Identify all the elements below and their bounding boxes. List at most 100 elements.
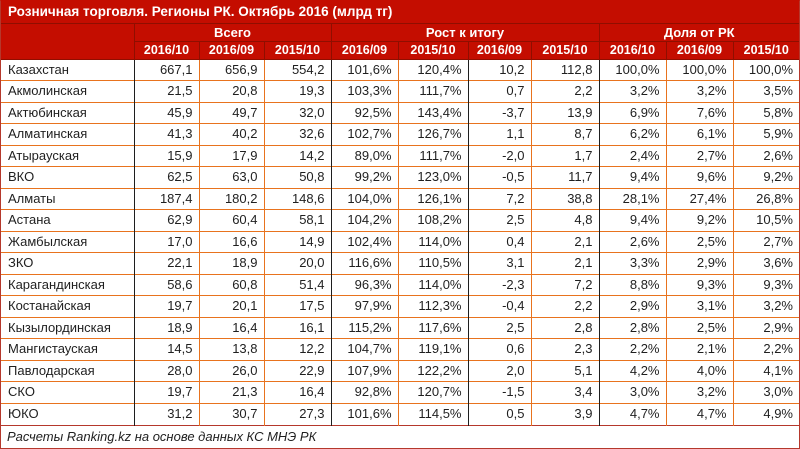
value-cell: 0,4 — [467, 230, 531, 253]
value-cell: 104,2% — [330, 209, 398, 232]
value-cell: 116,6% — [330, 252, 398, 275]
value-cell: 17,5 — [263, 295, 331, 318]
value-cell: 126,7% — [397, 123, 468, 146]
value-cell: 101,6% — [330, 58, 398, 81]
column-header: 2015/10 — [732, 41, 799, 60]
table-body: Казахстан 667,1 656,9 554,2 101,6% 120,4% 10,2… — [1, 58, 799, 425]
value-cell: -2,0 — [467, 144, 531, 167]
column-header: 2016/09 — [665, 41, 733, 60]
column-header: 2016/10 — [598, 41, 666, 60]
region-cell: Алматинская — [1, 123, 134, 146]
value-cell: 2,5% — [665, 316, 733, 339]
value-cell: 13,8 — [198, 338, 264, 361]
value-cell: 112,3% — [397, 295, 468, 318]
value-cell: 19,3 — [263, 80, 331, 103]
value-cell: 115,2% — [330, 316, 398, 339]
value-cell: 3,2% — [665, 80, 733, 103]
value-cell: 92,5% — [330, 101, 398, 124]
value-cell: 104,0% — [330, 187, 398, 210]
title-row: Розничная торговля. Регионы РК. Октябрь … — [1, 1, 799, 24]
value-cell: 3,0% — [732, 381, 799, 404]
value-cell: 5,1 — [530, 359, 599, 382]
value-cell: 51,4 — [263, 273, 331, 296]
value-cell: 3,2% — [665, 381, 733, 404]
value-cell: 554,2 — [263, 58, 331, 81]
value-cell: 4,0% — [665, 359, 733, 382]
value-cell: 14,9 — [263, 230, 331, 253]
value-cell: 7,6% — [665, 101, 733, 124]
value-cell: 3,1 — [467, 252, 531, 275]
value-cell: 2,9% — [665, 252, 733, 275]
value-cell: 5,9% — [732, 123, 799, 146]
value-cell: 2,2 — [530, 80, 599, 103]
table-row: ВКО 62,5 63,0 50,8 99,2% 123,0% -0,5 11,7 9,4% 9,… — [1, 166, 799, 189]
value-cell: 9,4% — [598, 166, 666, 189]
column-header-row: 2016/10 2016/09 2015/10 2016/09 2015/10 2016/… — [1, 41, 799, 60]
table-row: СКО 19,7 21,3 16,4 92,8% 120,7% -1,5 3,4 3,0% 3,2… — [1, 381, 799, 404]
value-cell: 49,7 — [198, 101, 264, 124]
value-cell: 20,1 — [198, 295, 264, 318]
value-cell: 9,2% — [732, 166, 799, 189]
value-cell: 2,1% — [665, 338, 733, 361]
table-row: ЮКО 31,2 30,7 27,3 101,6% 114,5% 0,5 3,9 4,7% 4,7… — [1, 402, 799, 425]
value-cell: 180,2 — [198, 187, 264, 210]
value-cell: 9,4% — [598, 209, 666, 232]
value-cell: 101,6% — [330, 402, 398, 425]
value-cell: 187,4 — [133, 187, 199, 210]
table-row: Акмолинская 21,5 20,8 19,3 103,3% 111,7% 0,7 2,… — [1, 80, 799, 103]
value-cell: 28,0 — [133, 359, 199, 382]
table-row: Кызылординская 18,9 16,4 16,1 115,2% 117,6% 2,… — [1, 316, 799, 339]
value-cell: 14,5 — [133, 338, 199, 361]
value-cell: 104,7% — [330, 338, 398, 361]
value-cell: 2,9% — [598, 295, 666, 318]
value-cell: 8,7 — [530, 123, 599, 146]
value-cell: 8,8% — [598, 273, 666, 296]
value-cell: 18,9 — [198, 252, 264, 275]
value-cell: 111,7% — [397, 80, 468, 103]
value-cell: 45,9 — [133, 101, 199, 124]
value-cell: 21,5 — [133, 80, 199, 103]
table-row: Астана 62,9 60,4 58,1 104,2% 108,2% 2,5 4,8 9,4%… — [1, 209, 799, 232]
value-cell: 60,4 — [198, 209, 264, 232]
table-row: Мангистауская 14,5 13,8 12,2 104,7% 119,1% 0,6… — [1, 338, 799, 361]
value-cell: 17,0 — [133, 230, 199, 253]
value-cell: 656,9 — [198, 58, 264, 81]
value-cell: 3,1% — [665, 295, 733, 318]
value-cell: 3,9 — [530, 402, 599, 425]
column-header: 2016/09 — [330, 41, 398, 60]
value-cell: 16,1 — [263, 316, 331, 339]
value-cell: 11,7 — [530, 166, 599, 189]
value-cell: 2,9% — [732, 316, 799, 339]
value-cell: 2,2 — [530, 295, 599, 318]
table-row: Алматы 187,4 180,2 148,6 104,0% 126,1% 7,2 38,8… — [1, 187, 799, 210]
value-cell: 2,3 — [530, 338, 599, 361]
value-cell: 4,2% — [598, 359, 666, 382]
column-header: 2015/10 — [397, 41, 468, 60]
region-cell: Акмолинская — [1, 80, 134, 103]
value-cell: 3,2% — [732, 295, 799, 318]
value-cell: 100,0% — [732, 58, 799, 81]
value-cell: 96,3% — [330, 273, 398, 296]
value-cell: 6,1% — [665, 123, 733, 146]
region-cell: Алматы — [1, 187, 134, 210]
value-cell: 10,2 — [467, 58, 531, 81]
column-header: 2016/09 — [467, 41, 531, 60]
value-cell: 19,7 — [133, 295, 199, 318]
value-cell: 50,8 — [263, 166, 331, 189]
value-cell: 3,0% — [598, 381, 666, 404]
value-cell: 16,4 — [198, 316, 264, 339]
region-cell: СКО — [1, 381, 134, 404]
region-cell: Карагандинская — [1, 273, 134, 296]
value-cell: 114,0% — [397, 230, 468, 253]
value-cell: 22,9 — [263, 359, 331, 382]
value-cell: -1,5 — [467, 381, 531, 404]
value-cell: 62,5 — [133, 166, 199, 189]
table-row: Костанайская 19,7 20,1 17,5 97,9% 112,3% -0,4 2… — [1, 295, 799, 318]
value-cell: 58,6 — [133, 273, 199, 296]
value-cell: 62,9 — [133, 209, 199, 232]
source-note: Расчеты Ranking.kz на основе данных КС М… — [1, 424, 799, 448]
column-header: 2016/09 — [198, 41, 264, 60]
region-cell: Костанайская — [1, 295, 134, 318]
value-cell: 667,1 — [133, 58, 199, 81]
